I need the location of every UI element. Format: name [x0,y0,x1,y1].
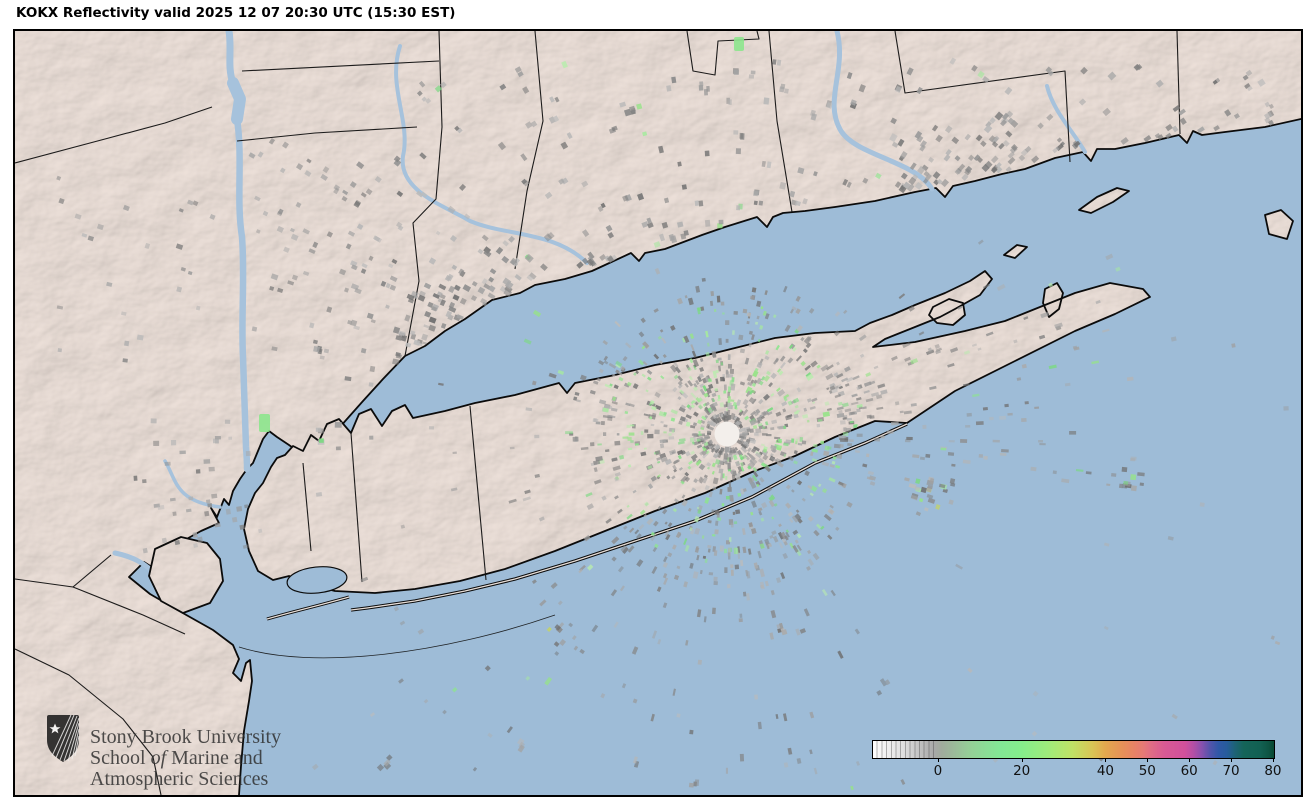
radar-echoes [56,37,1289,791]
hudson-river [227,77,246,125]
colorbar-tick [1105,758,1107,762]
connecticut-river [831,31,935,192]
nassau-suffolk-line [469,405,487,581]
colorbar-tick [1021,758,1023,762]
colorbar-tick-label: 80 [1264,763,1282,779]
colorbar-tick-label: 0 [933,763,943,779]
ny-nj-border [15,106,213,164]
queens-nassau-line [350,432,363,583]
mainland-coastline [128,118,1301,795]
logo-line-3: Atmospheric Sciences [90,768,268,790]
jamaica-bay [286,566,348,594]
radar-site-hole [714,421,740,447]
colorbar-tick [1231,758,1233,762]
radar-map: Stony Brook University School of Marine … [13,29,1303,797]
colorbar-tick [937,758,939,762]
thames-river [1045,84,1087,154]
colorbar-tick-label: 70 [1222,763,1240,779]
marine-boundary [238,614,556,659]
housatonic-river [394,44,589,265]
colorbar-tick-label: 60 [1180,763,1198,779]
colorbar-discrete-stripes [873,741,938,758]
page-title: KOKX Reflectivity valid 2025 12 07 20:30… [16,5,456,21]
logo-line-1: Stony Brook University [90,726,281,748]
radar-map-svg: Stony Brook University School of Marine … [15,31,1301,795]
colorbar-tick-label: 50 [1138,763,1156,779]
ct-ri-border [1176,31,1181,135]
colorbar-tick [1147,758,1149,762]
bays-and-barriers [266,422,908,621]
colorbar-tick [1272,758,1274,762]
title-bar: KOKX Reflectivity valid 2025 12 07 20:30… [0,0,1316,29]
institution-logo: Stony Brook University School of Marine … [47,714,281,790]
boundaries [15,31,1181,795]
shield-icon [47,714,80,762]
colorbar-tick-label: 20 [1013,763,1031,779]
colorbar-tick [1189,758,1191,762]
colorbar-tick-label: 40 [1096,763,1115,779]
rivers [112,31,1087,579]
logo-line-2: School of Marine and [90,747,263,769]
reflectivity-colorbar [872,740,1275,759]
